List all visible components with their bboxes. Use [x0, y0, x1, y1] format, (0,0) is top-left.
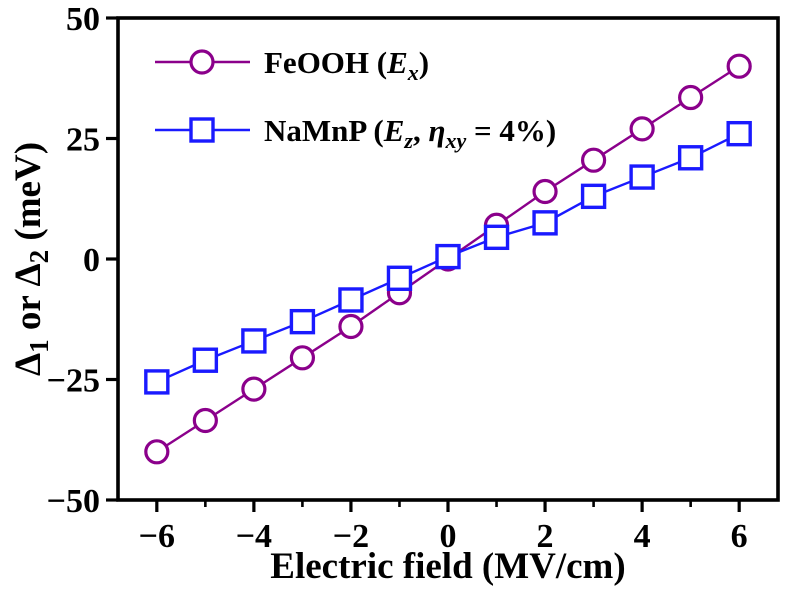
data-point-square: [338, 287, 364, 313]
data-point-square: [144, 369, 170, 395]
data-point-circle: [192, 407, 218, 434]
legend-circle-marker: [189, 49, 215, 75]
x-tick-label: 2: [537, 518, 554, 555]
data-point-circle: [629, 116, 655, 142]
data-point-circle: [580, 147, 607, 173]
y-tick-label: −25: [47, 363, 100, 400]
data-point-square: [726, 120, 752, 147]
plot-frame: [116, 16, 780, 502]
y-tick-label: 25: [66, 122, 100, 159]
legend-entry-label-0: FeOOH (Ex): [264, 45, 429, 85]
legend-square-marker: [189, 117, 215, 143]
data-point-circle: [678, 84, 704, 111]
data-point-circle: [338, 313, 364, 340]
data-point-square: [629, 164, 655, 190]
data-point-circle: [532, 178, 558, 205]
data-point-square: [532, 210, 558, 236]
x-tick-label: −4: [236, 518, 272, 555]
y-tick-label: 0: [83, 242, 100, 279]
y-tick-label: 50: [66, 1, 100, 38]
data-point-square: [677, 145, 704, 171]
y-axis-label: Δ1 or Δ2 (meV): [8, 142, 54, 376]
x-tick-label: 0: [440, 518, 457, 555]
data-point-circle: [241, 376, 267, 402]
x-tick-label: −6: [139, 518, 175, 555]
data-point-square: [386, 265, 413, 291]
data-point-circle: [726, 53, 752, 79]
data-point-square: [241, 328, 267, 354]
data-point-square: [580, 183, 607, 210]
data-point-square: [289, 308, 316, 335]
legend-entry-label-1: NaMnP (Ez, ηxy = 4%): [264, 113, 556, 153]
data-point-circle: [289, 345, 316, 371]
x-tick-label: −2: [333, 518, 369, 555]
data-point-square: [435, 243, 461, 270]
x-tick-label: 6: [731, 518, 748, 555]
data-point-circle: [144, 439, 170, 465]
data-point-square: [192, 347, 219, 373]
y-tick-label: −50: [47, 483, 100, 520]
x-axis-label: Electric field (MV/cm): [270, 546, 625, 587]
x-tick-label: 4: [634, 518, 651, 555]
data-point-square: [483, 224, 510, 251]
